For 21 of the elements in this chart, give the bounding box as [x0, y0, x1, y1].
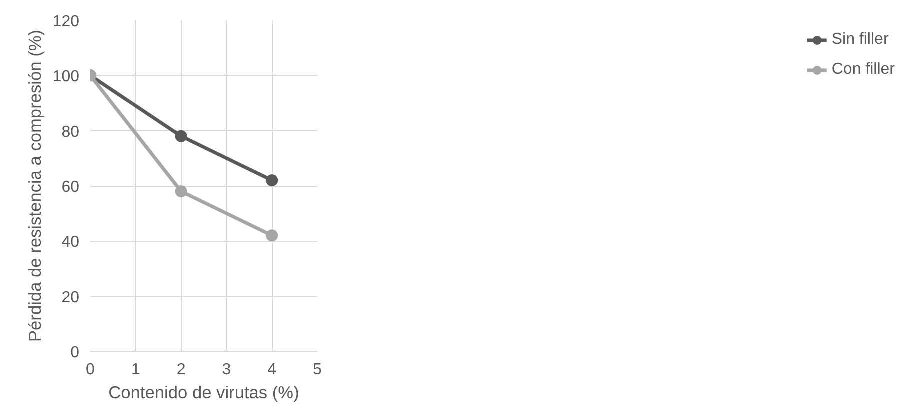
y-tick-label: 100: [52, 68, 80, 86]
x-tick-label: 0: [86, 362, 96, 378]
x-tick-label: 1: [131, 362, 140, 378]
y-tick-label: 20: [62, 289, 80, 306]
x-tick-label: 5: [313, 362, 322, 378]
point: [175, 186, 188, 198]
point: [175, 130, 188, 142]
x-tick-label: 4: [268, 362, 277, 378]
x-tick-label: 3: [222, 362, 232, 378]
point: [266, 174, 278, 186]
x-tick-label: 2: [176, 362, 186, 378]
point: [266, 230, 278, 242]
legend-label: Sin filler: [832, 31, 889, 49]
y-axis-title: Pérdida de resistencia a compresión (%): [24, 30, 45, 342]
y-tick-label: 120: [52, 14, 80, 30]
y-tick-label: 60: [62, 179, 80, 196]
y-tick-label: 80: [62, 124, 80, 141]
y-tick-label: 0: [70, 344, 80, 362]
y-tick-label: 40: [62, 234, 80, 252]
legend-label: Con filler: [832, 61, 895, 79]
x-axis-title: Contenido de virutas (%): [108, 382, 300, 402]
